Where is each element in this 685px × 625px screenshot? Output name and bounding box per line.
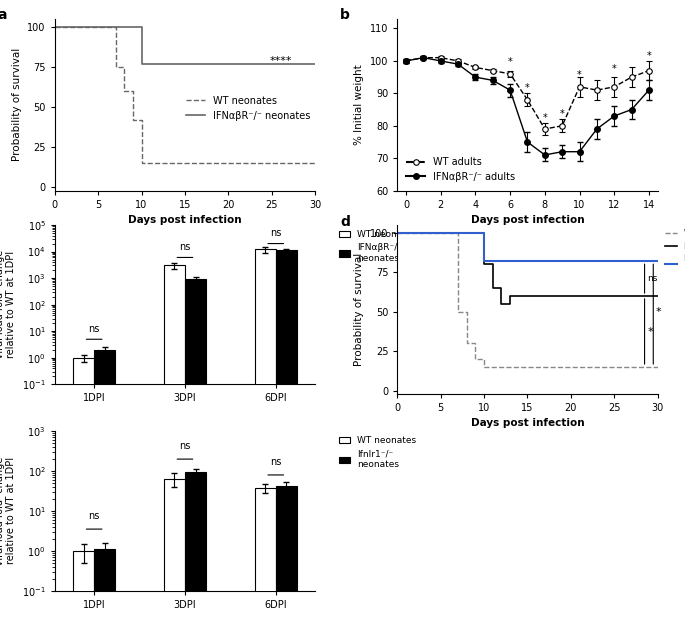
Legend: WT neonates, Ifnlr1⁻/⁻ neonates, IFNαβR⁻/⁻ Ifnlr⁻/⁻
neonates: WT neonates, Ifnlr1⁻/⁻ neonates, IFNαβR⁻… bbox=[662, 226, 685, 276]
Text: a: a bbox=[0, 8, 7, 22]
Text: b: b bbox=[340, 8, 350, 22]
Bar bbox=[73, 357, 94, 625]
Legend: WT neonates, Ifnlr1⁻/⁻
neonates: WT neonates, Ifnlr1⁻/⁻ neonates bbox=[336, 432, 420, 472]
Text: *: * bbox=[647, 51, 651, 61]
Text: d: d bbox=[340, 215, 350, 229]
Legend: WT neonates, IFNαβR⁻/⁻
neonates: WT neonates, IFNαβR⁻/⁻ neonates bbox=[336, 226, 420, 266]
Y-axis label: Probability of survival: Probability of survival bbox=[12, 48, 22, 161]
Bar bbox=[185, 279, 206, 625]
Text: ns: ns bbox=[647, 274, 658, 283]
X-axis label: Days post infection: Days post infection bbox=[128, 215, 242, 225]
Bar bbox=[255, 488, 276, 625]
Text: *: * bbox=[508, 58, 512, 68]
Text: ns: ns bbox=[179, 441, 190, 451]
Text: *: * bbox=[656, 307, 662, 317]
Text: ns: ns bbox=[88, 511, 100, 521]
Bar bbox=[276, 486, 297, 625]
X-axis label: Days post infection: Days post infection bbox=[471, 215, 584, 225]
Bar bbox=[94, 350, 115, 625]
Bar bbox=[94, 549, 115, 625]
Text: ns: ns bbox=[270, 228, 282, 238]
Bar bbox=[276, 251, 297, 625]
Text: *: * bbox=[543, 112, 547, 123]
Text: *: * bbox=[612, 64, 616, 74]
Text: *: * bbox=[647, 328, 653, 338]
Legend: WT neonates, IFNαβR⁻/⁻ neonates: WT neonates, IFNαβR⁻/⁻ neonates bbox=[181, 91, 316, 126]
Text: *: * bbox=[577, 71, 582, 81]
Bar bbox=[164, 266, 185, 625]
Bar bbox=[255, 249, 276, 625]
Bar bbox=[185, 472, 206, 625]
Y-axis label: Viral load fold  change
relative to WT at 1DPI: Viral load fold change relative to WT at… bbox=[0, 250, 16, 359]
Y-axis label: % Initial weight: % Initial weight bbox=[354, 64, 364, 145]
Text: ns: ns bbox=[88, 324, 100, 334]
Y-axis label: Probability of survival: Probability of survival bbox=[354, 253, 364, 366]
Bar bbox=[73, 551, 94, 625]
Text: ns: ns bbox=[270, 457, 282, 467]
Text: ****: **** bbox=[269, 56, 292, 66]
Text: ns: ns bbox=[179, 242, 190, 252]
Text: *: * bbox=[525, 83, 530, 93]
Bar bbox=[164, 479, 185, 625]
Legend: WT adults, IFNαβR⁻/⁻ adults: WT adults, IFNαβR⁻/⁻ adults bbox=[402, 153, 519, 186]
X-axis label: Days post infection: Days post infection bbox=[471, 418, 584, 428]
Text: *: * bbox=[560, 109, 564, 119]
Y-axis label: Viral load fold  change
relative to WT at 1DPI: Viral load fold change relative to WT at… bbox=[0, 456, 16, 566]
